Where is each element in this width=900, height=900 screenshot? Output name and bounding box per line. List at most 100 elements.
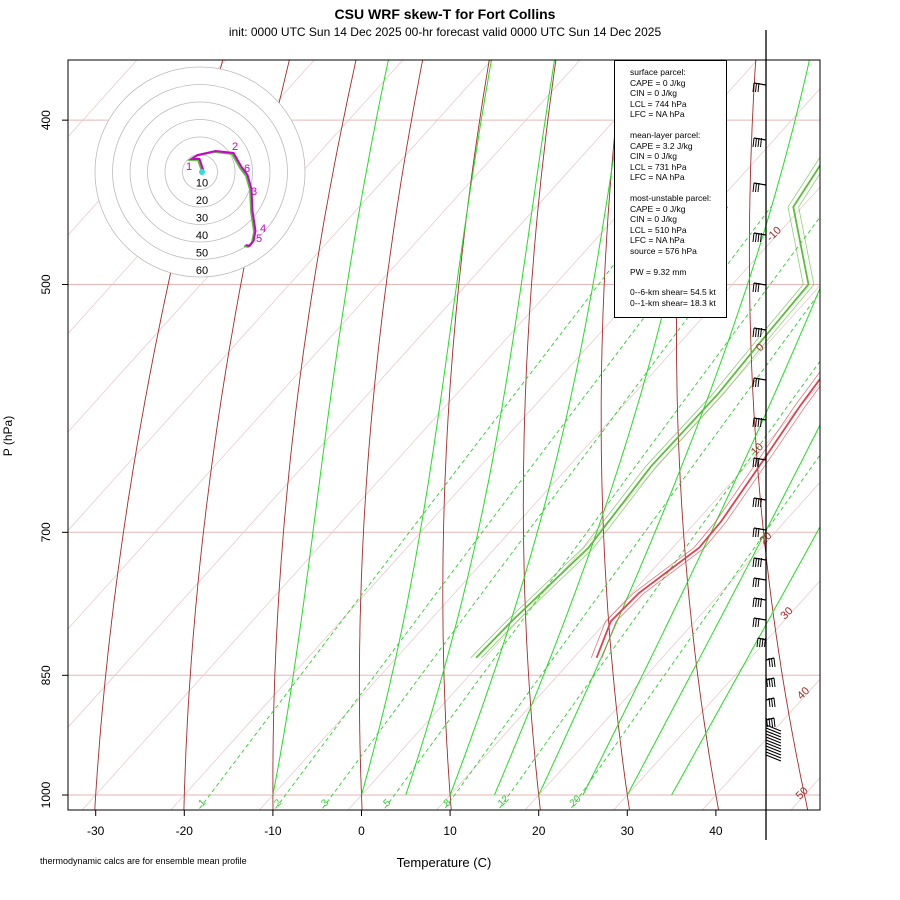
wind-barb-feather bbox=[760, 557, 762, 568]
moist-adiabat bbox=[671, 525, 820, 796]
dry-adiabat bbox=[676, 60, 720, 810]
mixing-ratio-label: 20 bbox=[568, 793, 584, 809]
wind-barb-feather bbox=[766, 677, 768, 688]
wind-barb-feather bbox=[771, 657, 773, 668]
wind-barb-low-level bbox=[765, 733, 782, 741]
isotherm-label: 30 bbox=[778, 605, 795, 622]
x-tick-label: 0 bbox=[358, 824, 365, 838]
wind-barb-low-level bbox=[765, 724, 782, 732]
chart-title: CSU WRF skew-T for Fort Collins bbox=[334, 6, 556, 22]
isotherm-line bbox=[68, 60, 581, 630]
info-spacer bbox=[630, 120, 726, 130]
wind-barb bbox=[757, 637, 767, 641]
isotherm-line bbox=[258, 186, 820, 810]
mixing-ratio-label: 1 bbox=[197, 797, 209, 809]
dewpoint-profile bbox=[475, 163, 820, 659]
wind-barb-feather bbox=[764, 637, 766, 648]
dry-adiabat bbox=[889, 0, 900, 831]
moist-adiabat bbox=[582, 286, 820, 796]
wind-barb-feather bbox=[757, 137, 760, 148]
wind-barb-feather bbox=[752, 617, 755, 628]
moist-adiabat bbox=[538, 60, 810, 796]
hodograph-ring bbox=[129, 101, 271, 243]
wind-barb-feather bbox=[773, 657, 776, 668]
info-line: CIN = 0 J/kg bbox=[630, 88, 678, 99]
wind-barb-feather bbox=[768, 697, 771, 708]
wind-barb bbox=[753, 82, 767, 86]
y-tick-label: 850 bbox=[39, 665, 53, 685]
wind-barb bbox=[765, 697, 775, 701]
isotherm-label: 10 bbox=[749, 441, 766, 458]
hodograph-ring-label: 30 bbox=[196, 213, 208, 225]
info-line: LFC = NA hPa bbox=[630, 172, 685, 183]
x-tick-label: -10 bbox=[264, 824, 282, 838]
isotherm-line bbox=[81, 60, 758, 810]
wind-barb-feather bbox=[757, 527, 760, 538]
dry-adiabat bbox=[819, 131, 820, 220]
wind-barb-feather bbox=[752, 327, 755, 338]
isotherm-label: -10 bbox=[764, 224, 784, 244]
wind-barb-feather bbox=[755, 527, 757, 538]
wind-barb-feather bbox=[771, 717, 773, 728]
wind-barb bbox=[753, 232, 767, 236]
info-spacer bbox=[630, 183, 726, 193]
dry-adiabat bbox=[358, 60, 424, 810]
dewpoint-ensemble-member bbox=[481, 173, 820, 659]
hodograph-trace bbox=[188, 149, 257, 248]
info-line: PW = 9.32 mm bbox=[630, 266, 687, 277]
parcel-info-box: surface parcel: CAPE = 0 J/kg CIN = 0 J/kg… bbox=[614, 60, 727, 318]
wind-barb-feather bbox=[752, 137, 755, 148]
wind-barb-feather bbox=[752, 282, 755, 293]
wind-barb bbox=[765, 717, 775, 721]
wind-barb-feather bbox=[752, 457, 755, 468]
info-line: CIN = 0 J/kg bbox=[630, 151, 678, 162]
info-line: 0--1-km shear= 18.3 kt bbox=[630, 297, 716, 308]
wind-barb-low-level bbox=[765, 754, 782, 762]
info-line: LCL = 510 hPa bbox=[630, 224, 687, 235]
wind-barb-feather bbox=[773, 697, 776, 708]
wind-barb-feather bbox=[773, 717, 776, 728]
mixing-ratio-line bbox=[382, 216, 820, 810]
info-line: CAPE = 0 J/kg bbox=[630, 77, 686, 88]
info-line: LFC = NA hPa bbox=[630, 235, 685, 246]
wind-barbs bbox=[752, 30, 782, 840]
hodograph-height-label: 6 bbox=[244, 163, 250, 175]
wind-barb-feather bbox=[757, 577, 760, 588]
mixing-ratio-label: 5 bbox=[381, 797, 393, 809]
axes: -100102030405010015020025030040050070085… bbox=[39, 110, 812, 838]
wind-barb-feather bbox=[768, 677, 771, 688]
info-line: LFC = NA hPa bbox=[630, 109, 685, 120]
wind-barb-feather bbox=[757, 557, 760, 568]
moist-adiabat bbox=[626, 423, 820, 796]
wind-barb-feather bbox=[760, 417, 762, 428]
isotherm-line bbox=[68, 60, 670, 728]
wind-barb-feather bbox=[755, 417, 757, 428]
wind-barb-feather bbox=[752, 417, 755, 428]
info-line: mean-layer parcel: bbox=[630, 129, 701, 140]
wind-barb bbox=[753, 557, 767, 561]
wind-barb-feather bbox=[755, 557, 757, 568]
footnote: thermodynamic calcs are for ensemble mea… bbox=[40, 856, 247, 866]
wind-barb-feather bbox=[755, 137, 757, 148]
mixing-ratio-label: 3 bbox=[319, 797, 331, 809]
info-spacer bbox=[630, 277, 726, 287]
isotherm-line bbox=[436, 383, 820, 810]
info-line: source = 576 hPa bbox=[630, 245, 697, 256]
wind-barb-feather bbox=[755, 182, 757, 193]
moist-adiabat bbox=[272, 60, 389, 796]
wind-barb-low-level bbox=[765, 739, 782, 747]
wind-barb-feather bbox=[773, 677, 776, 688]
wind-barb bbox=[753, 617, 767, 621]
y-tick-label: 400 bbox=[39, 110, 53, 130]
wind-barb-feather bbox=[752, 497, 755, 508]
wind-barb-feather bbox=[757, 597, 760, 608]
wind-barb-feather bbox=[752, 527, 755, 538]
wind-barb-feather bbox=[757, 327, 760, 338]
x-tick-label: 10 bbox=[443, 824, 457, 838]
y-tick-label: 1000 bbox=[39, 781, 53, 808]
wind-barb-feather bbox=[757, 182, 760, 193]
temperature-ensemble-member bbox=[590, 371, 820, 658]
wind-barb bbox=[753, 327, 767, 331]
mixing-ratio-line bbox=[273, 206, 729, 810]
moist-adiabat bbox=[405, 60, 556, 796]
